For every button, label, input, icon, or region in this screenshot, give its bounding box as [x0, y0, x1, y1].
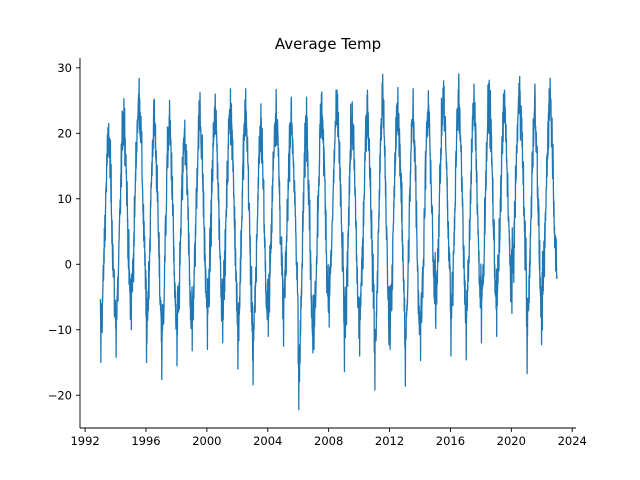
chart-title: Average Temp [275, 35, 381, 53]
y-tick-label: −10 [48, 323, 72, 337]
y-tick-label: 20 [57, 126, 72, 140]
x-tick-label: 2024 [558, 434, 587, 448]
series-line-average-temp [99, 73, 558, 411]
x-tick-label: 2000 [192, 434, 221, 448]
plot-series [99, 73, 558, 411]
y-tick-label: 10 [57, 192, 72, 206]
y-tick-label: −20 [48, 388, 72, 402]
x-tick-label: 2020 [497, 434, 526, 448]
x-tick-label: 2004 [253, 434, 282, 448]
x-tick-label: 2016 [436, 434, 465, 448]
x-tick-label: 1992 [70, 434, 99, 448]
y-tick-label: 30 [57, 61, 72, 75]
y-axis: −20 −10 0 10 20 30 [48, 58, 81, 428]
x-axis: 1992 1996 2000 2004 2008 2012 2016 2020 2024 [70, 427, 587, 448]
y-tick-label: 0 [65, 257, 72, 271]
x-tick-label: 1996 [131, 434, 160, 448]
x-tick-label: 2008 [314, 434, 343, 448]
x-tick-label: 2012 [375, 434, 404, 448]
